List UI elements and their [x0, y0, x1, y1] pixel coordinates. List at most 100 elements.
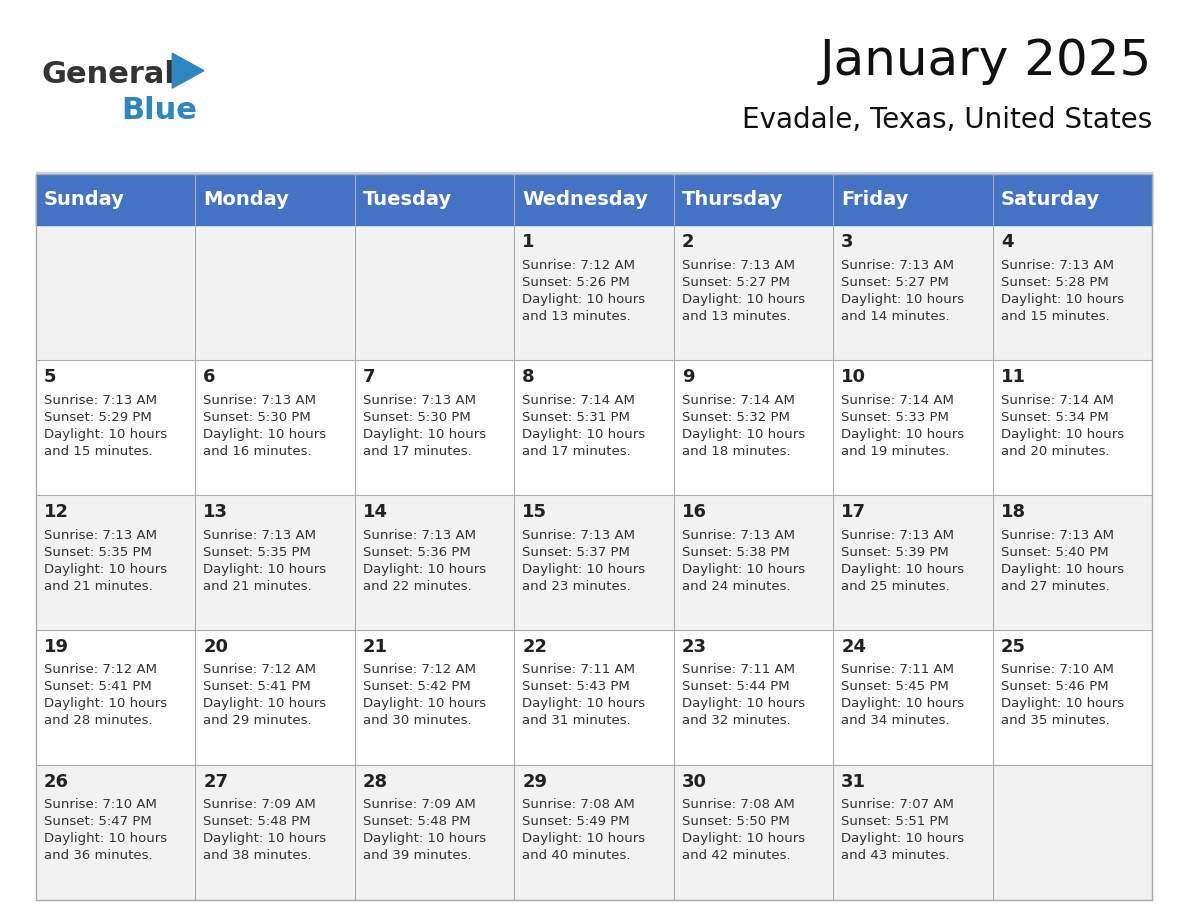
FancyBboxPatch shape [993, 495, 1152, 630]
Text: Monday: Monday [203, 190, 289, 209]
FancyBboxPatch shape [36, 765, 195, 900]
Text: 2: 2 [682, 233, 694, 251]
Text: Sunrise: 7:12 AM
Sunset: 5:41 PM
Daylight: 10 hours
and 29 minutes.: Sunrise: 7:12 AM Sunset: 5:41 PM Dayligh… [203, 664, 327, 727]
Text: Sunrise: 7:12 AM
Sunset: 5:26 PM
Daylight: 10 hours
and 13 minutes.: Sunrise: 7:12 AM Sunset: 5:26 PM Dayligh… [523, 259, 645, 322]
Text: Sunrise: 7:13 AM
Sunset: 5:35 PM
Daylight: 10 hours
and 21 minutes.: Sunrise: 7:13 AM Sunset: 5:35 PM Dayligh… [203, 529, 327, 592]
FancyBboxPatch shape [833, 360, 993, 495]
Text: Sunrise: 7:13 AM
Sunset: 5:36 PM
Daylight: 10 hours
and 22 minutes.: Sunrise: 7:13 AM Sunset: 5:36 PM Dayligh… [362, 529, 486, 592]
Polygon shape [172, 53, 204, 88]
Text: 16: 16 [682, 503, 707, 521]
FancyBboxPatch shape [514, 765, 674, 900]
FancyBboxPatch shape [195, 630, 355, 765]
Text: Sunrise: 7:14 AM
Sunset: 5:32 PM
Daylight: 10 hours
and 18 minutes.: Sunrise: 7:14 AM Sunset: 5:32 PM Dayligh… [682, 394, 804, 457]
Text: 26: 26 [44, 773, 69, 790]
Text: Sunrise: 7:14 AM
Sunset: 5:33 PM
Daylight: 10 hours
and 19 minutes.: Sunrise: 7:14 AM Sunset: 5:33 PM Dayligh… [841, 394, 965, 457]
Text: Sunrise: 7:11 AM
Sunset: 5:45 PM
Daylight: 10 hours
and 34 minutes.: Sunrise: 7:11 AM Sunset: 5:45 PM Dayligh… [841, 664, 965, 727]
Text: Sunrise: 7:13 AM
Sunset: 5:28 PM
Daylight: 10 hours
and 15 minutes.: Sunrise: 7:13 AM Sunset: 5:28 PM Dayligh… [1000, 259, 1124, 322]
Text: Sunrise: 7:13 AM
Sunset: 5:39 PM
Daylight: 10 hours
and 25 minutes.: Sunrise: 7:13 AM Sunset: 5:39 PM Dayligh… [841, 529, 965, 592]
FancyBboxPatch shape [833, 765, 993, 900]
FancyBboxPatch shape [514, 630, 674, 765]
FancyBboxPatch shape [36, 630, 195, 765]
Text: 15: 15 [523, 503, 548, 521]
Text: Sunrise: 7:13 AM
Sunset: 5:30 PM
Daylight: 10 hours
and 16 minutes.: Sunrise: 7:13 AM Sunset: 5:30 PM Dayligh… [203, 394, 327, 457]
FancyBboxPatch shape [355, 765, 514, 900]
Text: 31: 31 [841, 773, 866, 790]
Text: Sunrise: 7:12 AM
Sunset: 5:42 PM
Daylight: 10 hours
and 30 minutes.: Sunrise: 7:12 AM Sunset: 5:42 PM Dayligh… [362, 664, 486, 727]
Text: 19: 19 [44, 638, 69, 655]
FancyBboxPatch shape [674, 174, 833, 225]
FancyBboxPatch shape [36, 174, 195, 225]
Text: Sunrise: 7:07 AM
Sunset: 5:51 PM
Daylight: 10 hours
and 43 minutes.: Sunrise: 7:07 AM Sunset: 5:51 PM Dayligh… [841, 799, 965, 862]
Text: 17: 17 [841, 503, 866, 521]
FancyBboxPatch shape [195, 174, 355, 225]
Text: 9: 9 [682, 368, 694, 386]
FancyBboxPatch shape [195, 225, 355, 360]
Text: Sunrise: 7:12 AM
Sunset: 5:41 PM
Daylight: 10 hours
and 28 minutes.: Sunrise: 7:12 AM Sunset: 5:41 PM Dayligh… [44, 664, 166, 727]
FancyBboxPatch shape [514, 495, 674, 630]
Text: Sunrise: 7:13 AM
Sunset: 5:35 PM
Daylight: 10 hours
and 21 minutes.: Sunrise: 7:13 AM Sunset: 5:35 PM Dayligh… [44, 529, 166, 592]
Text: Sunrise: 7:13 AM
Sunset: 5:40 PM
Daylight: 10 hours
and 27 minutes.: Sunrise: 7:13 AM Sunset: 5:40 PM Dayligh… [1000, 529, 1124, 592]
Text: Sunrise: 7:13 AM
Sunset: 5:38 PM
Daylight: 10 hours
and 24 minutes.: Sunrise: 7:13 AM Sunset: 5:38 PM Dayligh… [682, 529, 804, 592]
FancyBboxPatch shape [195, 765, 355, 900]
Text: 23: 23 [682, 638, 707, 655]
Text: 20: 20 [203, 638, 228, 655]
FancyBboxPatch shape [833, 495, 993, 630]
Text: 7: 7 [362, 368, 375, 386]
Text: 12: 12 [44, 503, 69, 521]
FancyBboxPatch shape [195, 495, 355, 630]
Text: 22: 22 [523, 638, 548, 655]
Text: Saturday: Saturday [1000, 190, 1100, 209]
Text: Sunrise: 7:11 AM
Sunset: 5:44 PM
Daylight: 10 hours
and 32 minutes.: Sunrise: 7:11 AM Sunset: 5:44 PM Dayligh… [682, 664, 804, 727]
FancyBboxPatch shape [674, 495, 833, 630]
FancyBboxPatch shape [674, 360, 833, 495]
Text: 27: 27 [203, 773, 228, 790]
Text: 13: 13 [203, 503, 228, 521]
Text: General: General [42, 60, 176, 89]
Text: Sunrise: 7:10 AM
Sunset: 5:46 PM
Daylight: 10 hours
and 35 minutes.: Sunrise: 7:10 AM Sunset: 5:46 PM Dayligh… [1000, 664, 1124, 727]
FancyBboxPatch shape [355, 495, 514, 630]
Text: January 2025: January 2025 [820, 37, 1152, 84]
Text: 5: 5 [44, 368, 56, 386]
FancyBboxPatch shape [355, 225, 514, 360]
Text: 1: 1 [523, 233, 535, 251]
FancyBboxPatch shape [833, 174, 993, 225]
FancyBboxPatch shape [36, 360, 195, 495]
FancyBboxPatch shape [36, 225, 195, 360]
Text: Blue: Blue [121, 96, 197, 126]
Text: Sunrise: 7:13 AM
Sunset: 5:27 PM
Daylight: 10 hours
and 14 minutes.: Sunrise: 7:13 AM Sunset: 5:27 PM Dayligh… [841, 259, 965, 322]
FancyBboxPatch shape [993, 360, 1152, 495]
Text: 30: 30 [682, 773, 707, 790]
FancyBboxPatch shape [36, 495, 195, 630]
Text: 18: 18 [1000, 503, 1026, 521]
Text: Sunrise: 7:09 AM
Sunset: 5:48 PM
Daylight: 10 hours
and 38 minutes.: Sunrise: 7:09 AM Sunset: 5:48 PM Dayligh… [203, 799, 327, 862]
Text: Sunrise: 7:13 AM
Sunset: 5:30 PM
Daylight: 10 hours
and 17 minutes.: Sunrise: 7:13 AM Sunset: 5:30 PM Dayligh… [362, 394, 486, 457]
FancyBboxPatch shape [674, 630, 833, 765]
Text: Tuesday: Tuesday [362, 190, 451, 209]
FancyBboxPatch shape [993, 174, 1152, 225]
Text: Sunrise: 7:08 AM
Sunset: 5:49 PM
Daylight: 10 hours
and 40 minutes.: Sunrise: 7:08 AM Sunset: 5:49 PM Dayligh… [523, 799, 645, 862]
Text: 11: 11 [1000, 368, 1025, 386]
Text: Sunday: Sunday [44, 190, 125, 209]
Text: 24: 24 [841, 638, 866, 655]
Text: Sunrise: 7:13 AM
Sunset: 5:29 PM
Daylight: 10 hours
and 15 minutes.: Sunrise: 7:13 AM Sunset: 5:29 PM Dayligh… [44, 394, 166, 457]
FancyBboxPatch shape [355, 174, 514, 225]
Text: 25: 25 [1000, 638, 1025, 655]
Text: 4: 4 [1000, 233, 1013, 251]
FancyBboxPatch shape [993, 225, 1152, 360]
Text: 10: 10 [841, 368, 866, 386]
FancyBboxPatch shape [195, 360, 355, 495]
Text: Sunrise: 7:10 AM
Sunset: 5:47 PM
Daylight: 10 hours
and 36 minutes.: Sunrise: 7:10 AM Sunset: 5:47 PM Dayligh… [44, 799, 166, 862]
Text: 8: 8 [523, 368, 535, 386]
FancyBboxPatch shape [833, 225, 993, 360]
FancyBboxPatch shape [355, 360, 514, 495]
Text: Sunrise: 7:14 AM
Sunset: 5:34 PM
Daylight: 10 hours
and 20 minutes.: Sunrise: 7:14 AM Sunset: 5:34 PM Dayligh… [1000, 394, 1124, 457]
Text: Wednesday: Wednesday [523, 190, 649, 209]
FancyBboxPatch shape [993, 630, 1152, 765]
FancyBboxPatch shape [833, 630, 993, 765]
Text: 29: 29 [523, 773, 548, 790]
FancyBboxPatch shape [993, 765, 1152, 900]
Text: Sunrise: 7:11 AM
Sunset: 5:43 PM
Daylight: 10 hours
and 31 minutes.: Sunrise: 7:11 AM Sunset: 5:43 PM Dayligh… [523, 664, 645, 727]
Text: 21: 21 [362, 638, 387, 655]
Text: 3: 3 [841, 233, 854, 251]
Text: Evadale, Texas, United States: Evadale, Texas, United States [742, 106, 1152, 134]
